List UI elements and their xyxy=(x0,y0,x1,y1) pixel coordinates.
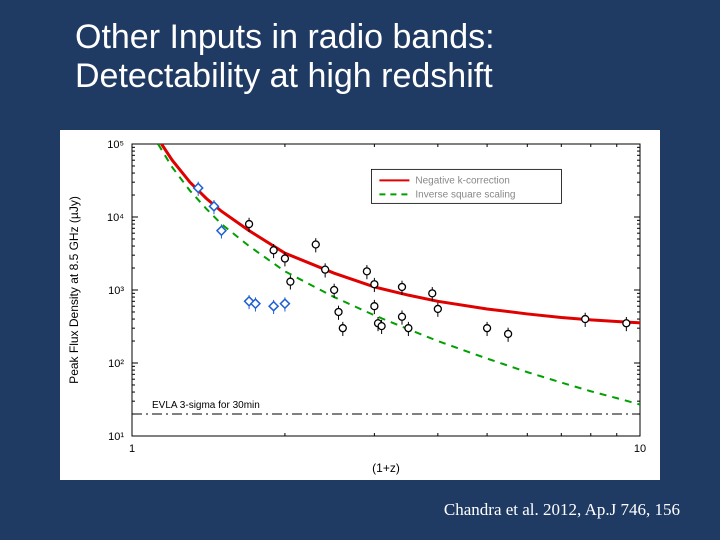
data-point-circle xyxy=(398,283,405,290)
data-point-circle xyxy=(312,241,319,248)
data-point-circle xyxy=(335,308,342,315)
legend-label: Inverse square scaling xyxy=(415,189,515,200)
title-line-2: Detectability at high redshift xyxy=(75,57,680,96)
data-point-circle xyxy=(331,287,338,294)
data-point-circle xyxy=(339,325,346,332)
slide-title: Other Inputs in radio bands: Detectabili… xyxy=(0,0,720,96)
ytick-label: 10¹ xyxy=(108,431,124,443)
data-point-circle xyxy=(405,325,412,332)
data-point-circle xyxy=(281,255,288,262)
xtick-label: 10 xyxy=(634,443,646,455)
data-point-circle xyxy=(505,330,512,337)
data-point-circle xyxy=(270,247,277,254)
data-point-circle xyxy=(434,305,441,312)
data-point-circle xyxy=(363,268,370,275)
chart-svg: 10¹ 10² 10³ 10⁴ 10⁵ 1 10 (1+z) Peak Flux Density… xyxy=(60,130,660,480)
data-point-circle xyxy=(371,303,378,310)
data-point-circle xyxy=(371,281,378,288)
data-point-circle xyxy=(378,323,385,330)
citation-text: Chandra et al. 2012, Ap.J 746, 156 xyxy=(444,500,680,520)
data-point-circle xyxy=(398,313,405,320)
ytick-label: 10² xyxy=(108,358,124,370)
xtick-label: 1 xyxy=(129,443,135,455)
data-point-circle xyxy=(322,266,329,273)
legend-label: Negative k-correction xyxy=(415,175,509,186)
data-point-circle xyxy=(429,290,436,297)
data-point-circle xyxy=(246,221,253,228)
x-axis-label: (1+z) xyxy=(372,461,400,475)
title-line-1: Other Inputs in radio bands: xyxy=(75,18,680,57)
y-axis-label: Peak Flux Density at 8.5 GHz (µJy) xyxy=(67,196,81,384)
curve-negative-k-correction xyxy=(132,130,640,323)
data-point-circle xyxy=(287,278,294,285)
ytick-label: 10⁵ xyxy=(107,139,124,151)
data-point-circle xyxy=(623,320,630,327)
data-point-diamond xyxy=(194,183,203,192)
threshold-label: EVLA 3-sigma for 30min xyxy=(152,400,260,411)
data-point-diamond xyxy=(269,302,278,311)
data-point-circle xyxy=(582,316,589,323)
flux-redshift-chart: 10¹ 10² 10³ 10⁴ 10⁵ 1 10 (1+z) Peak Flux Density… xyxy=(60,130,660,480)
ytick-label: 10³ xyxy=(108,285,124,297)
data-point-diamond xyxy=(280,299,289,308)
data-point-circle xyxy=(484,325,491,332)
ytick-label: 10⁴ xyxy=(107,212,124,224)
